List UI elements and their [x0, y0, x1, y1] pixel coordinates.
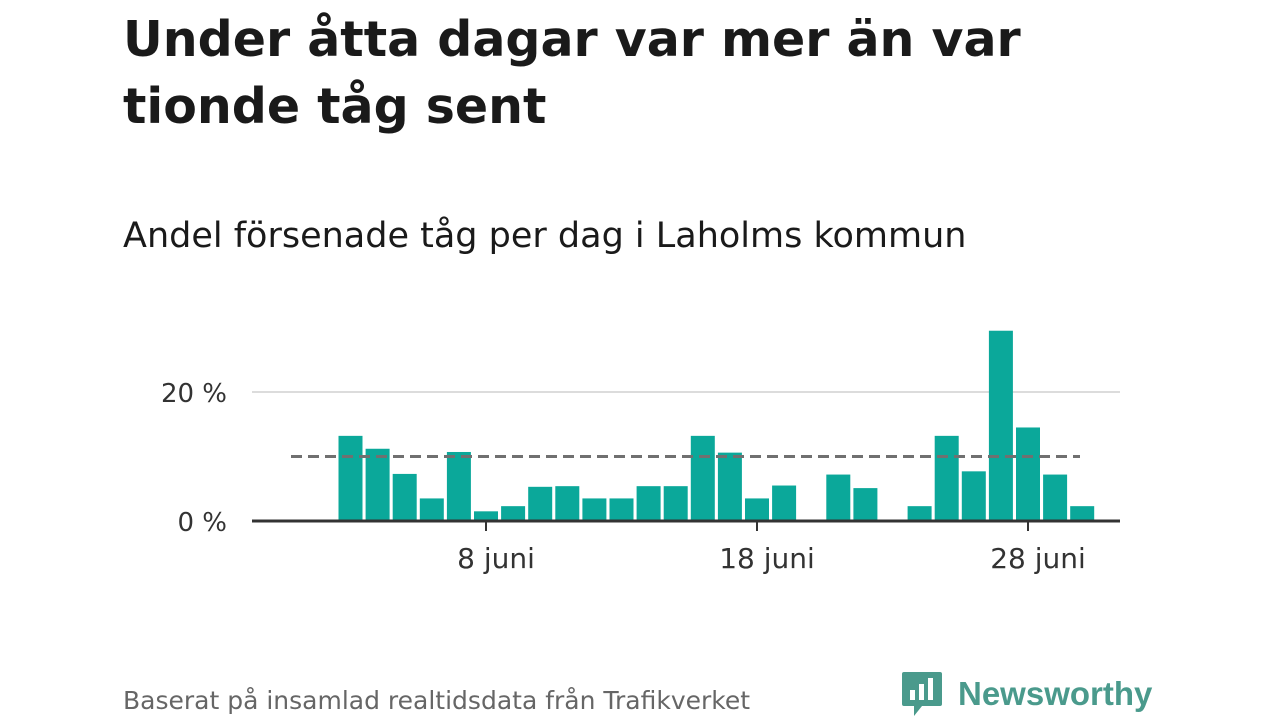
source-note: Baserat på insamlad realtidsdata från Tr…: [123, 686, 751, 715]
y-tick-label: 0 %: [177, 508, 227, 538]
x-tick-label: 28 juni: [990, 542, 1086, 575]
bar: [853, 488, 878, 521]
bar: [419, 498, 444, 521]
chart-title: Under åtta dagar var mer än var tionde t…: [123, 11, 1021, 135]
bar: [501, 506, 526, 521]
bar: [338, 435, 363, 521]
y-tick-label: 20 %: [161, 379, 227, 409]
brand-name: Newsworthy: [958, 675, 1153, 712]
bar: [934, 435, 959, 521]
x-tick-label: 18 juni: [719, 542, 815, 575]
bar: [907, 506, 932, 521]
bar: [1070, 506, 1095, 521]
chart-subtitle: Andel försenade tåg per dag i Laholms ko…: [123, 216, 967, 256]
bar: [582, 498, 607, 521]
bar: [826, 474, 851, 521]
bar: [446, 451, 471, 521]
bar: [745, 498, 769, 521]
newsworthy-chart-bubble-icon: [902, 672, 942, 716]
bar: [365, 448, 390, 521]
brand-logo: Newsworthy: [900, 670, 1152, 718]
bar: [474, 511, 498, 521]
bar: [392, 473, 417, 521]
bar: [636, 486, 661, 521]
bar: [528, 486, 553, 521]
bar: [961, 471, 986, 521]
bar-chart: 0 % 20 % 8 juni 18 juni 28 juni: [161, 330, 1120, 575]
bar: [1016, 427, 1040, 521]
bar: [555, 486, 580, 521]
bar: [609, 498, 634, 521]
bar: [772, 485, 797, 521]
bar: [690, 435, 715, 521]
bar: [1043, 474, 1068, 521]
bar: [988, 330, 1013, 521]
bar: [717, 452, 742, 521]
bar: [663, 486, 688, 521]
x-tick-label: 8 juni: [457, 542, 535, 575]
